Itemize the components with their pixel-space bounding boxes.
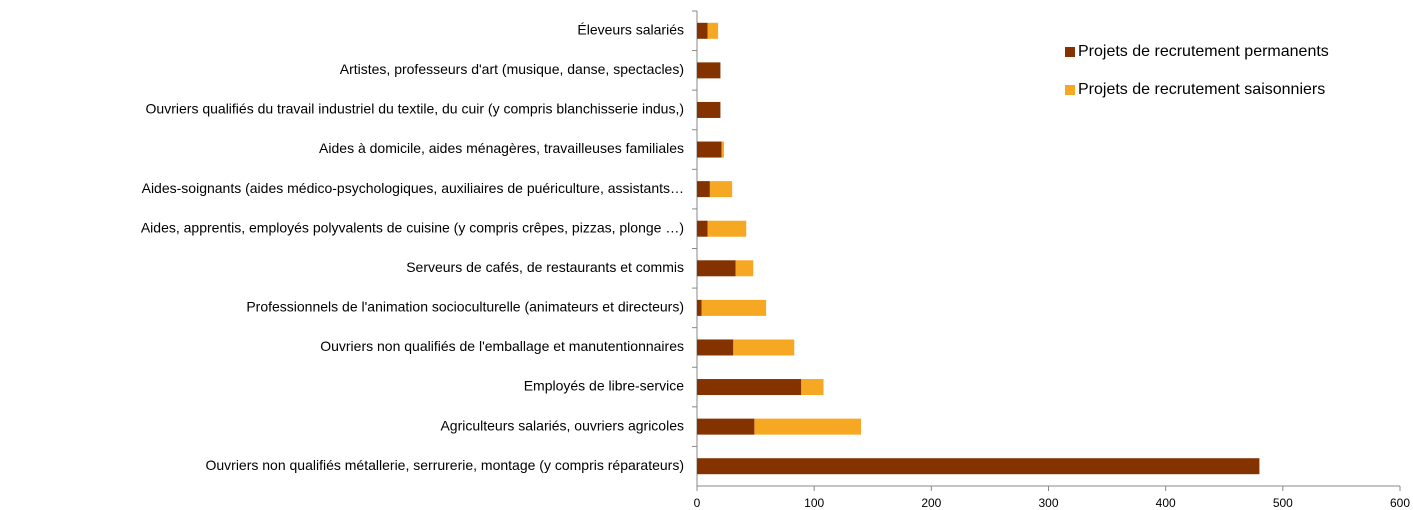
- bar-segment: [707, 22, 719, 39]
- bar-segment: [707, 220, 747, 237]
- y-tick-label: Ouvriers non qualifiés de l'emballage et…: [320, 338, 684, 354]
- bar-segment: [697, 418, 755, 435]
- y-tick-label: Professionnels de l'animation sociocultu…: [246, 299, 684, 315]
- bar-segment: [754, 418, 862, 435]
- x-tick-label: 600: [1390, 496, 1410, 510]
- y-tick-label: Ouvriers qualifiés du travail industriel…: [146, 101, 684, 117]
- y-tick-label: Aides-soignants (aides médico-psychologi…: [142, 180, 684, 196]
- legend-swatch: [1065, 85, 1075, 95]
- bar-segment: [697, 299, 702, 316]
- bar-segment: [697, 220, 708, 237]
- legend-swatch: [1065, 47, 1075, 57]
- y-tick-label: Serveurs de cafés, de restaurants et com…: [406, 259, 684, 275]
- bar-segment: [701, 299, 767, 316]
- bar-segment: [697, 339, 734, 356]
- bar-segment: [697, 260, 736, 277]
- x-tick-label: 300: [1038, 496, 1058, 510]
- bar-segment: [721, 141, 724, 158]
- x-tick-label: 400: [1156, 496, 1176, 510]
- bar-segment: [733, 339, 795, 356]
- y-tick-label: Aides, apprentis, employés polyvalents d…: [141, 219, 684, 235]
- x-tick-label: 200: [921, 496, 941, 510]
- bar-segment: [709, 181, 733, 198]
- y-tick-label: Éleveurs salariés: [577, 21, 684, 37]
- legend-label: Projets de recrutement permanents: [1078, 43, 1329, 60]
- bar-segment: [801, 379, 824, 396]
- bar-segment: [697, 141, 722, 158]
- bar-segment: [697, 62, 721, 79]
- bar-segment: [697, 379, 802, 396]
- y-tick-label: Artistes, professeurs d'art (musique, da…: [340, 61, 684, 77]
- x-tick-label: 500: [1273, 496, 1293, 510]
- bar-segment: [697, 181, 710, 198]
- bar-segment: [697, 22, 708, 39]
- y-tick-label: Employés de libre-service: [524, 378, 684, 394]
- legend-label: Projets de recrutement saisonniers: [1078, 81, 1325, 98]
- y-tick-label: Ouvriers non qualifiés métallerie, serru…: [205, 457, 684, 473]
- bar-segment: [697, 458, 1260, 475]
- bar-segment: [735, 260, 754, 277]
- y-tick-label: Agriculteurs salariés, ouvriers agricole…: [440, 417, 684, 433]
- bar-segment: [697, 101, 721, 118]
- x-tick-label: 100: [804, 496, 824, 510]
- y-tick-label: Aides à domicile, aides ménagères, trava…: [319, 140, 684, 156]
- x-tick-label: 0: [694, 496, 701, 510]
